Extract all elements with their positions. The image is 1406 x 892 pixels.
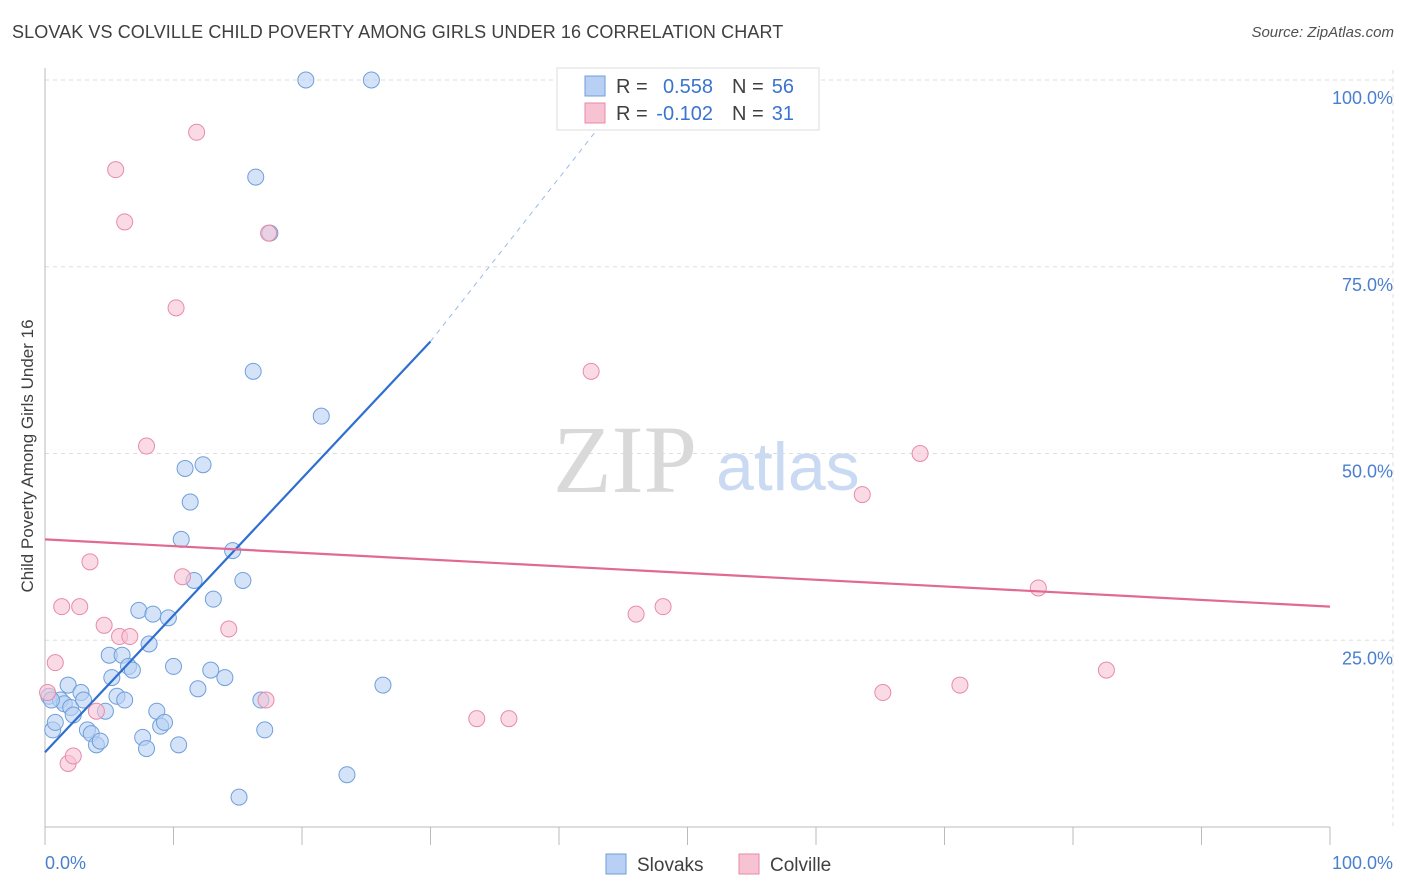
chart-source: Source: ZipAtlas.com [1251,24,1394,41]
slovaks-point [244,362,262,380]
legend-r-label-0: R = [616,76,648,98]
slovaks-point [202,661,220,679]
y-tick-label: 50.0% [1342,462,1393,482]
legend-swatch-colville [584,102,606,124]
slovaks-point [176,459,194,477]
slovaks-point [159,609,177,627]
slovaks-point [230,788,248,806]
legend-n-label-1: N = [732,103,764,125]
colville-point [500,710,518,728]
colville-point [220,620,238,638]
legend: R = 0.558 N = 56 R = -0.102 N = 31 [556,67,820,131]
colville-point [853,486,871,504]
bottom-legend: Slovaks Colville [605,853,831,876]
colville-point [1029,579,1047,597]
bottom-legend-swatch-colville [738,853,760,875]
colville-point [911,445,929,462]
slovaks-point [123,661,141,679]
bottom-legend-label-colville: Colville [770,855,831,876]
x-tick-label: 0.0% [45,853,86,873]
slovaks-point [362,71,380,89]
slovaks-point [130,601,148,619]
colville-point [257,691,275,709]
bottom-legend-swatch-slovaks [605,853,627,875]
watermark-atlas: atlas [716,429,860,505]
slovaks-point [138,740,156,758]
slovaks-point [312,407,330,425]
slovaks-point [103,669,121,687]
slovaks-point [374,676,392,694]
colville-point [107,161,125,179]
colville-point [116,213,134,231]
slovaks-point [247,168,265,186]
slovaks-point [46,713,64,731]
slovaks-point [165,657,182,675]
colville-point [167,299,185,317]
colville-point [121,628,139,646]
watermark: ZIP atlas [553,406,860,513]
legend-r-label-1: R = [616,103,648,125]
slovaks-point [59,676,77,694]
colville-point [951,676,969,694]
slovaks-point [338,766,356,784]
legend-n-value-0: 56 [772,76,794,98]
legend-n-value-1: 31 [772,103,794,125]
colville-point [87,702,105,720]
slovaks-point [91,732,109,750]
slovaks-point [181,493,199,511]
legend-r-value-0: 0.558 [663,76,713,98]
legend-swatch-slovaks [584,75,606,97]
colville-point [64,747,82,765]
y-tick-label: 100.0% [1332,88,1393,108]
colville-point [39,684,57,702]
x-tick-label: 100.0% [1332,853,1393,873]
slovaks-point [156,713,174,731]
slovaks-point [189,680,207,698]
colville-point [468,710,486,728]
slovaks-point [194,456,212,474]
colville-point [627,605,645,623]
colville-point [260,224,278,242]
slovaks-point [75,691,93,709]
colville-point [188,123,206,141]
slovaks-point [297,71,315,89]
legend-n-label-0: N = [732,76,764,98]
slovaks-trend-line [44,340,432,754]
data-points [39,71,1115,806]
slovaks-point [234,571,252,589]
colville-point [81,553,99,571]
bottom-legend-label-slovaks: Slovaks [637,855,704,876]
colville-point [1097,661,1115,679]
slovaks-point [144,605,162,623]
colville-point [138,437,156,455]
y-tick-label: 25.0% [1342,648,1393,668]
colville-point [53,598,71,616]
trend-lines [44,79,1331,754]
slovaks-point [116,691,134,709]
colville-point [582,362,600,380]
chart-title: SLOVAK VS COLVILLE CHILD POVERTY AMONG G… [12,22,784,42]
watermark-zip: ZIP [553,406,697,513]
colville-point [654,598,672,616]
slovaks-point [204,590,222,608]
colville-point [173,568,191,586]
tick-labels: 25.0% 50.0% 75.0% 100.0% 0.0% 100.0% [45,88,1393,873]
colville-point [71,598,89,616]
colville-point [874,684,892,702]
legend-r-value-1: -0.102 [656,103,713,125]
slovaks-point [170,736,188,754]
slovaks-point [216,669,234,687]
y-axis-title: Child Poverty Among Girls Under 16 [18,319,37,592]
y-tick-label: 75.0% [1342,275,1393,295]
slovaks-point [256,721,274,739]
colville-point [46,654,64,672]
slovaks-point [140,635,158,653]
colville-trend-line [44,538,1331,608]
grid-lines [45,70,1394,827]
slovaks-point [172,530,190,548]
colville-point [95,616,113,634]
